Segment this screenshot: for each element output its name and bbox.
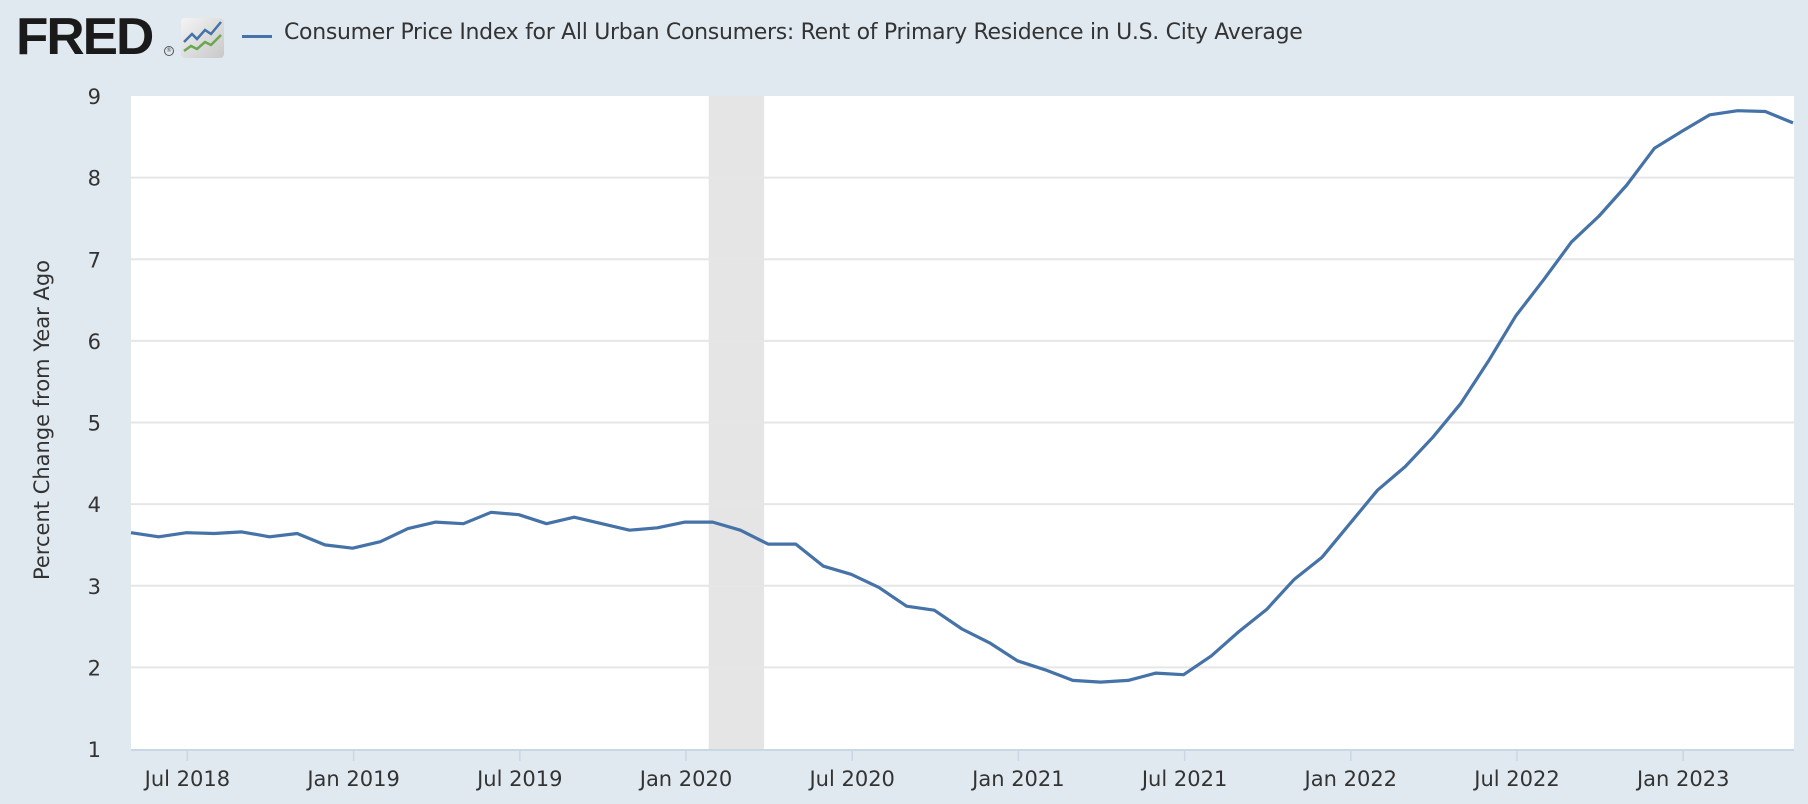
- x-tick-label: Jul 2018: [143, 767, 230, 791]
- y-tick-label: 3: [88, 575, 101, 599]
- fred-logo[interactable]: FRED: [16, 8, 154, 66]
- y-tick-label: 7: [88, 248, 101, 272]
- fred-chart-logo-icon: [181, 18, 224, 58]
- registered-mark: ®: [164, 46, 174, 56]
- x-tick-label: Jul 2021: [1140, 767, 1227, 791]
- series-layer: [130, 109, 1794, 684]
- x-tick-label: Jan 2019: [305, 767, 400, 791]
- y-tick-label: 2: [88, 656, 101, 680]
- x-tick-label: Jan 2022: [1303, 767, 1398, 791]
- chart-header: FRED ® Consumer Price Index for All Urba…: [0, 0, 1808, 80]
- y-tick-label: 9: [88, 85, 101, 109]
- y-tick-label: 8: [88, 167, 101, 191]
- gridlines: [131, 176, 1794, 669]
- x-tick-label: Jan 2020: [638, 767, 733, 791]
- series-title[interactable]: Consumer Price Index for All Urban Consu…: [284, 20, 1303, 45]
- y-tick-label: 4: [88, 493, 101, 517]
- x-tick-label: Jan 2021: [970, 767, 1065, 791]
- x-axis: Jul 2018 Jan 2019 Jul 2019 Jan 2020 Jul 2020…: [131, 749, 1794, 791]
- y-tick-label: 1: [88, 738, 101, 762]
- x-tick-label: Jul 2020: [807, 767, 894, 791]
- x-tick-label: Jul 2019: [475, 767, 562, 791]
- y-tick-label: 5: [88, 412, 101, 436]
- y-axis-ticks: 1 2 3 4 5 6 7 8 9: [88, 85, 101, 762]
- y-tick-label: 6: [88, 330, 101, 354]
- x-tick-label: Jan 2023: [1635, 767, 1730, 791]
- legend-series-swatch: [242, 35, 272, 38]
- x-tick-label: Jul 2022: [1472, 767, 1559, 791]
